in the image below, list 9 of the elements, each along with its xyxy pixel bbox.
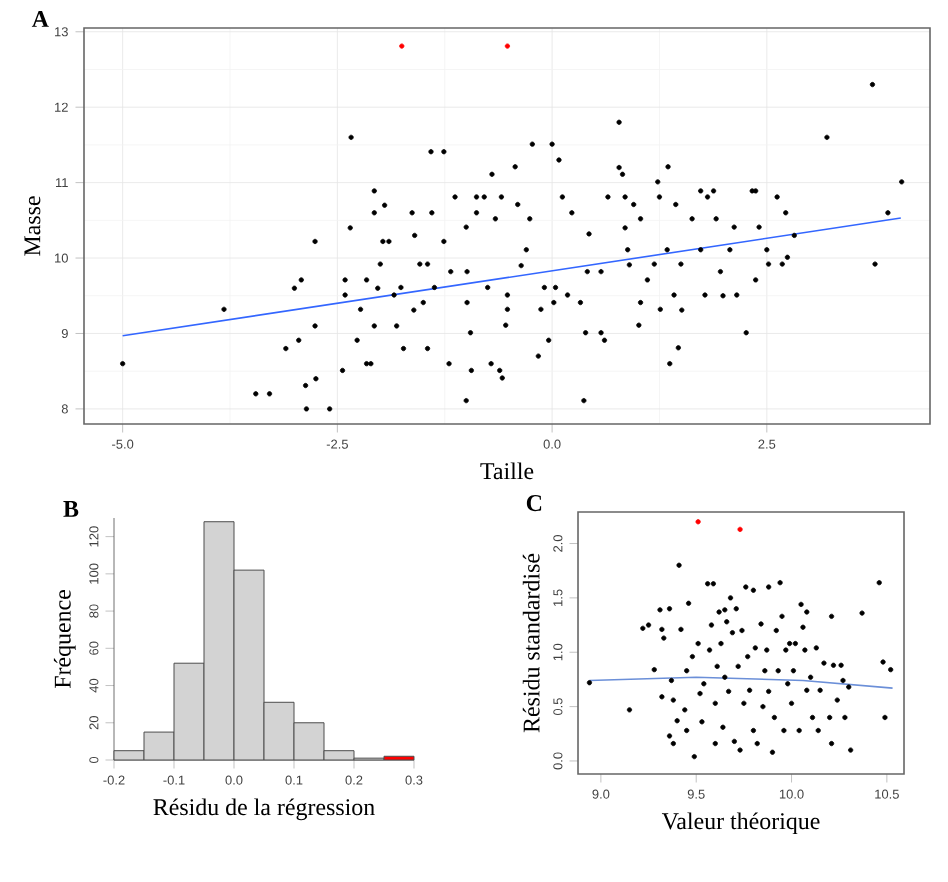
chart-title: B (63, 501, 79, 517)
y-axis-title: Fréquence (53, 590, 76, 689)
y-axis-title: Masse (24, 196, 41, 256)
x-axis-title: Taille (480, 462, 534, 480)
chart-title: A (31, 11, 49, 27)
x-axis-title: Résidu de la régression (153, 798, 375, 821)
chart-title: C (526, 495, 542, 512)
x-axis-title: Valeur théorique (661, 812, 820, 835)
y-axis-title: Résidu standardisé (522, 553, 540, 733)
